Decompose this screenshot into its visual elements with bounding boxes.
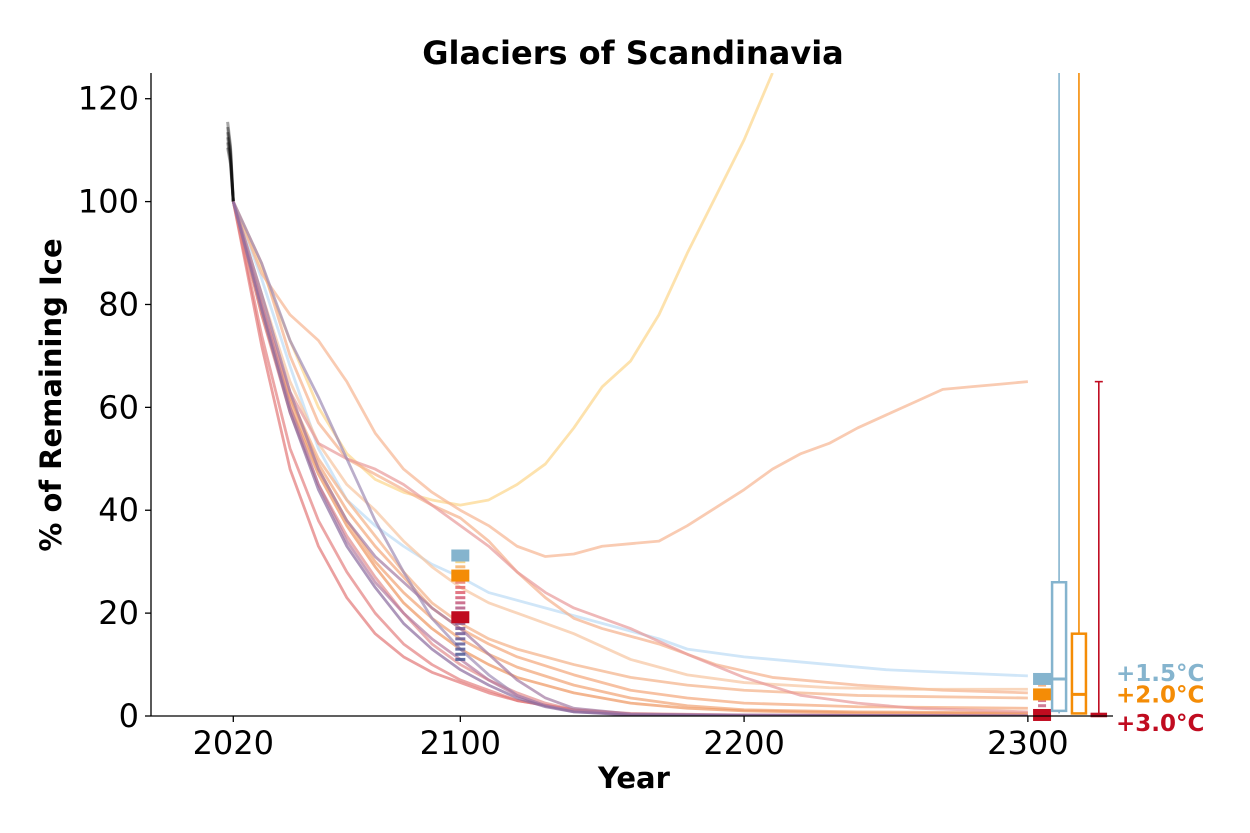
projection-line [231, 201, 1028, 714]
marker-2300 [1033, 708, 1052, 721]
stripe-2100 [455, 560, 466, 564]
historical-line [226, 121, 235, 202]
boxplot [1090, 380, 1108, 718]
projection-line [232, 201, 1028, 695]
y-tick-label: 100 [78, 183, 139, 221]
marker-2100 [451, 611, 470, 624]
stripe-2100 [455, 591, 466, 595]
projection-line [231, 201, 1028, 678]
y-ticks: 0 20 40 60 80 100 120 [78, 80, 151, 735]
stripe-2300 [1038, 683, 1047, 687]
boxplot-box [1050, 581, 1068, 713]
stripe-2100 [455, 596, 466, 600]
y-tick-label: 80 [98, 285, 139, 323]
scenario-labels: +1.5°C+2.0°C +3.0°C [1116, 661, 1204, 737]
boxplot [1050, 73, 1068, 714]
x-tick-label: 2200 [703, 724, 784, 762]
boxplot [1070, 73, 1088, 715]
stripe-2100 [455, 652, 466, 656]
stripe-2100 [455, 565, 466, 569]
stripe-2100 [455, 632, 466, 636]
chart-title: Glaciers of Scandinavia [422, 34, 844, 72]
historical-line [226, 142, 235, 202]
historical-line [226, 137, 235, 202]
series-lines [226, 73, 1028, 716]
x-tick-label: 2100 [420, 724, 501, 762]
stripe-2100 [455, 637, 466, 641]
x-tick-label: 2020 [193, 724, 274, 762]
projection-line [231, 201, 1028, 691]
historical-line [226, 147, 235, 202]
projection-line [232, 73, 774, 507]
y-axis-label: % of Remaining Ice [34, 238, 68, 551]
marker-2300 [1033, 688, 1052, 701]
stripe-2100 [455, 621, 466, 625]
x-tick-label: 2300 [987, 724, 1068, 762]
scenario-label: +1.5°C [1116, 661, 1204, 687]
stripe-2100 [455, 606, 466, 610]
scenario-label: +2.0°C [1116, 682, 1204, 708]
plot-area [226, 73, 1108, 721]
stripe-2100 [455, 627, 466, 631]
y-tick-label: 60 [98, 388, 139, 426]
stripe-2100 [455, 585, 466, 589]
y-tick-label: 120 [78, 80, 139, 118]
stripe-2100 [455, 642, 466, 646]
projection-line [231, 201, 1028, 716]
y-tick-label: 0 [119, 697, 139, 735]
projection-line [231, 201, 1028, 558]
boxplot-box [1070, 632, 1088, 715]
projection-line [231, 201, 1028, 716]
stripe-2100 [455, 580, 466, 584]
stripe-2300 [1038, 704, 1047, 708]
projection-line [231, 201, 1028, 700]
historical-line [226, 131, 235, 202]
historical-line [226, 126, 235, 202]
stripe-2100 [455, 647, 466, 651]
stripe-2100 [455, 657, 466, 661]
y-tick-label: 40 [98, 491, 139, 529]
axes: 2020 2100 2200 2300 0 20 40 60 80 100 120 [78, 73, 1113, 762]
stripe-2300 [1038, 699, 1047, 703]
x-ticks: 2020 2100 2200 2300 [193, 716, 1069, 762]
scenario-label: +3.0°C [1116, 711, 1204, 737]
marker-2100 [451, 569, 470, 582]
y-tick-label: 20 [98, 594, 139, 632]
x-axis-label: Year [597, 761, 671, 795]
marker-2100 [451, 549, 470, 562]
marker-2300 [1033, 672, 1052, 685]
stripe-2100 [455, 601, 466, 605]
